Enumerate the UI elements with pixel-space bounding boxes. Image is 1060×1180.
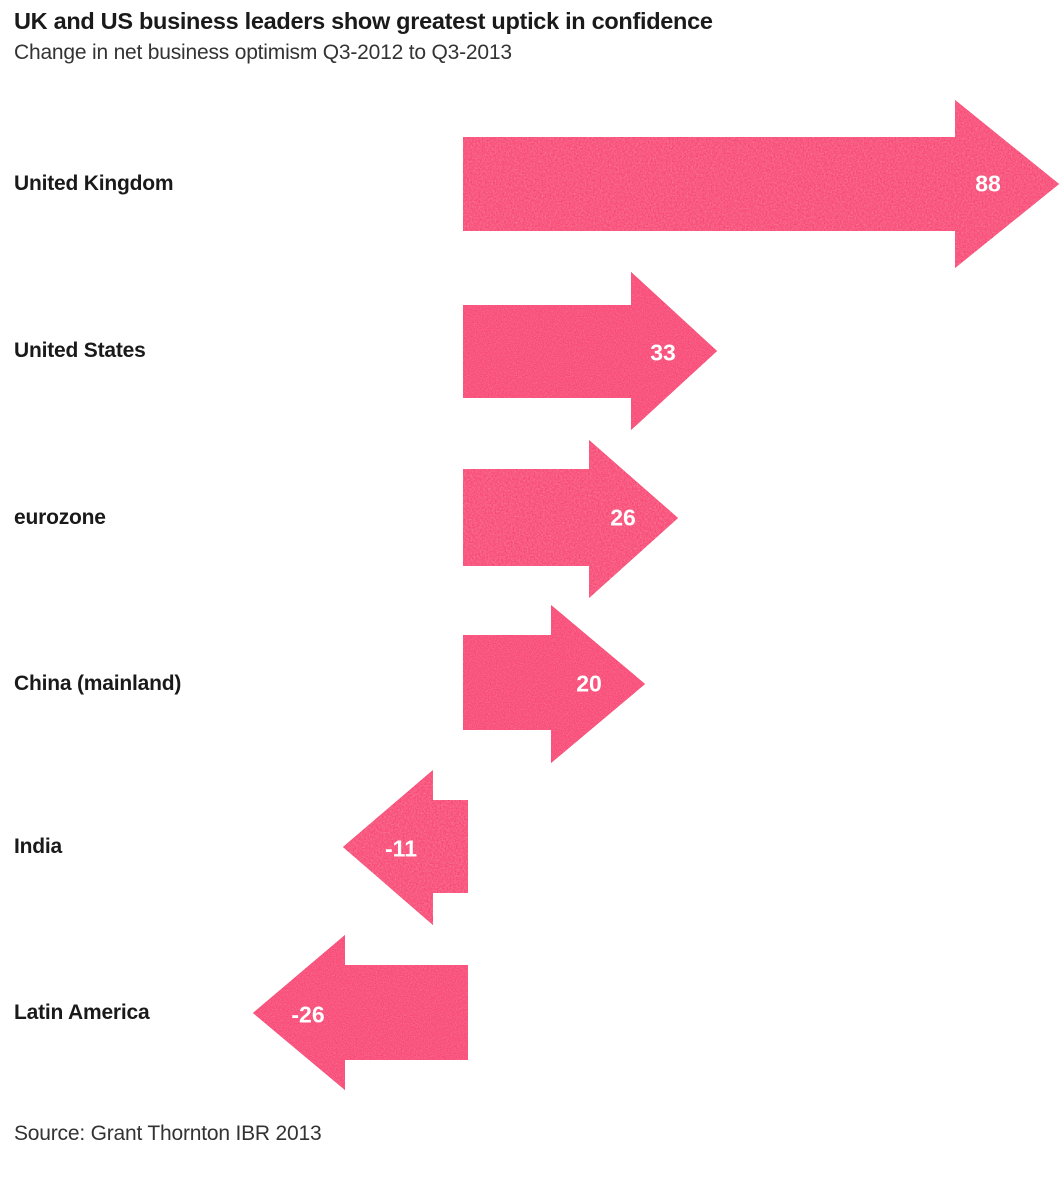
category-label-latin-america: Latin America: [14, 1001, 150, 1024]
arrow-united-states: [463, 272, 717, 430]
value-label-india: -11: [385, 835, 417, 862]
value-label-china-mainland: 20: [576, 670, 602, 697]
value-label-united-states: 33: [650, 339, 676, 366]
category-label-china-mainland: China (mainland): [14, 672, 182, 695]
category-label-united-kingdom: United Kingdom: [14, 172, 174, 195]
category-label-united-states: United States: [14, 339, 146, 362]
arrow-eurozone: [463, 440, 678, 598]
value-label-united-kingdom: 88: [975, 170, 1001, 197]
chart-header: UK and US business leaders show greatest…: [14, 6, 1044, 66]
value-label-eurozone: 26: [610, 504, 636, 531]
value-label-latin-america: -26: [291, 1001, 325, 1028]
chart-subtitle: Change in net business optimism Q3-2012 …: [14, 41, 512, 65]
source-note: Source: Grant Thornton IBR 2013: [14, 1122, 322, 1145]
category-label-eurozone: eurozone: [14, 506, 106, 529]
arrow-latin-america: [253, 935, 468, 1090]
arrow-india: [343, 770, 468, 925]
arrow-china-mainland: [463, 605, 645, 763]
arrow-united-kingdom: [463, 100, 1059, 268]
category-label-india: India: [14, 835, 63, 858]
page-title: UK and US business leaders show greatest…: [14, 8, 713, 34]
